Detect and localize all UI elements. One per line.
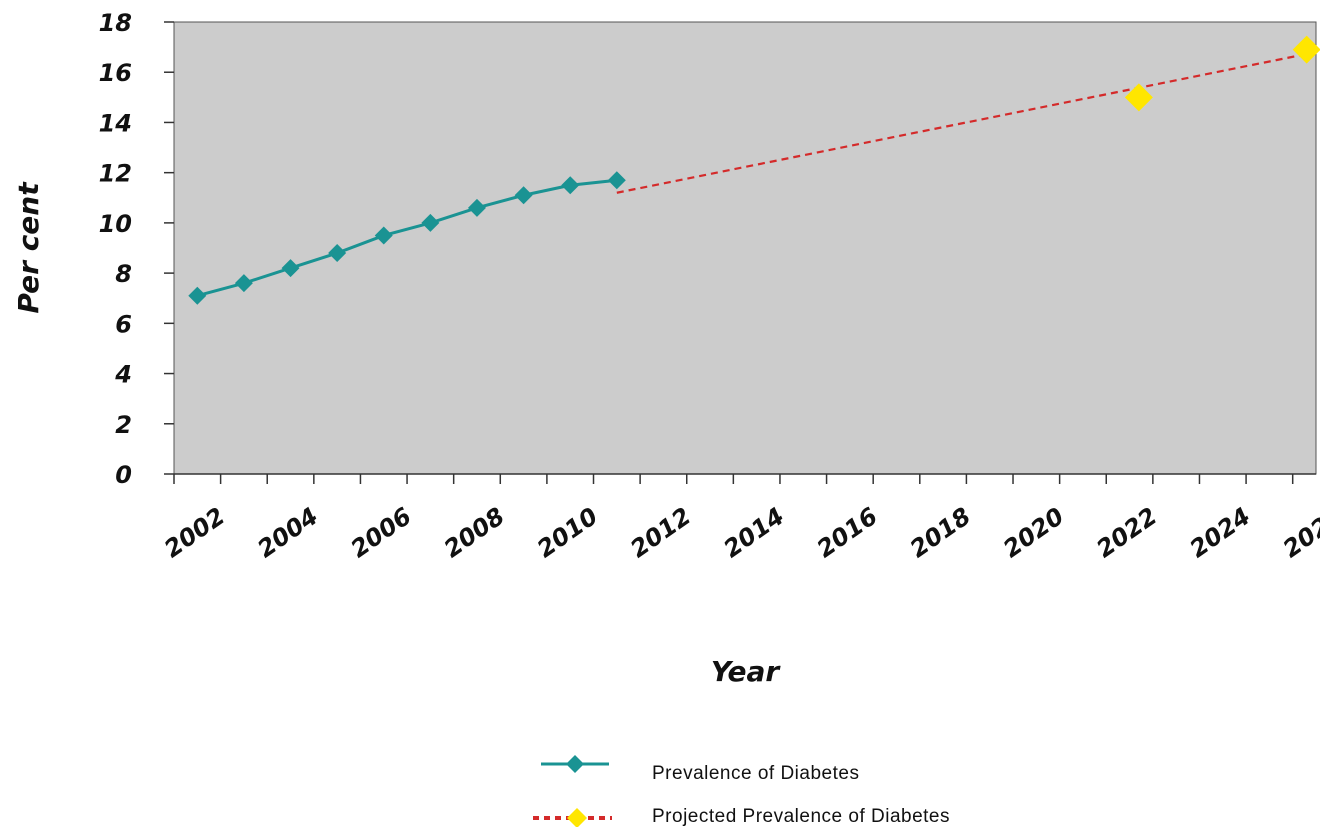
legend-item-projected: Projected Prevalence of Diabetes	[533, 806, 950, 828]
x-tick-label: 2012	[625, 502, 696, 563]
x-tick-label: 2004	[253, 502, 324, 563]
legend: Prevalence of Diabetes Projected Prevale…	[533, 755, 950, 828]
x-tick-label: 2008	[439, 502, 510, 563]
legend-item-prevalence: Prevalence of Diabetes	[541, 755, 859, 784]
y-tick-label: 14	[99, 109, 132, 137]
x-tick-label: 2024	[1185, 502, 1256, 563]
x-tick-label: 2014	[719, 502, 790, 563]
y-tick-label: 2	[115, 411, 132, 439]
prevalence-point	[421, 213, 440, 232]
y-tick-label: 4	[114, 361, 132, 389]
y-tick-label: 10	[99, 210, 132, 238]
y-tick-label: 6	[115, 310, 132, 338]
prevalence-point	[607, 171, 626, 190]
y-axis-title: Per cent	[12, 181, 45, 314]
y-tick-label: 16	[99, 59, 132, 87]
x-tick-label: 2018	[905, 502, 976, 563]
x-tick-label: 2026	[1278, 502, 1320, 563]
projected-point	[1292, 35, 1320, 64]
x-axis: 2002 2004 2006 2008 2010 2012 2014 2016 2018 2020…	[159, 473, 1320, 563]
prevalence-point	[467, 198, 486, 217]
prevalence-point	[188, 286, 207, 305]
x-tick-label: 2002	[159, 502, 230, 563]
legend-label-prevalence: Prevalence of Diabetes	[652, 763, 859, 784]
x-tick-label: 2010	[532, 502, 603, 563]
legend-swatch-marker	[566, 755, 584, 773]
x-tick-label: 2006	[346, 502, 417, 563]
x-tick-label: 2016	[812, 502, 883, 563]
x-tick-label: 2022	[1092, 502, 1163, 563]
prevalence-point	[281, 259, 300, 278]
projected-point	[1124, 83, 1153, 112]
projected-trend-line	[616, 51, 1317, 194]
prevalence-point	[328, 244, 347, 263]
y-tick-label: 18	[99, 9, 132, 37]
y-tick-label: 0	[115, 461, 132, 489]
legend-label-projected: Projected Prevalence of Diabetes	[652, 806, 950, 827]
prevalence-point	[374, 226, 393, 245]
y-axis: 0 2 4 6 8 10 12 14 16 18	[99, 9, 174, 489]
prevalence-line	[196, 178, 617, 298]
series-layer	[188, 35, 1320, 305]
x-axis-title: Year	[711, 655, 782, 688]
prevalence-point	[234, 274, 253, 293]
x-tick-label: 2020	[998, 502, 1069, 563]
prevalence-point	[514, 186, 533, 205]
prevalence-point	[561, 176, 580, 195]
legend-swatch-marker	[567, 808, 587, 828]
y-tick-label: 8	[115, 260, 132, 288]
y-tick-label: 12	[99, 160, 132, 188]
